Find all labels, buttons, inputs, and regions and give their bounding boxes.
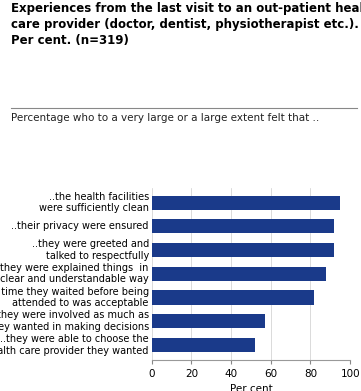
Text: Percentage who to a very large or a large extent felt that ..: Percentage who to a very large or a larg… — [11, 113, 319, 124]
Bar — [152, 219, 334, 233]
Bar — [152, 338, 255, 352]
Bar — [152, 314, 265, 328]
Bar — [152, 196, 340, 210]
Bar — [152, 267, 326, 281]
Text: Experiences from the last visit to an out-patient health
care provider (doctor, : Experiences from the last visit to an ou… — [11, 2, 361, 47]
Bar — [152, 243, 334, 257]
Bar — [152, 290, 314, 305]
X-axis label: Per cent: Per cent — [230, 384, 272, 391]
